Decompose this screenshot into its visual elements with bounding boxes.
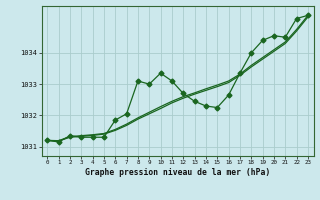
X-axis label: Graphe pression niveau de la mer (hPa): Graphe pression niveau de la mer (hPa) bbox=[85, 168, 270, 177]
